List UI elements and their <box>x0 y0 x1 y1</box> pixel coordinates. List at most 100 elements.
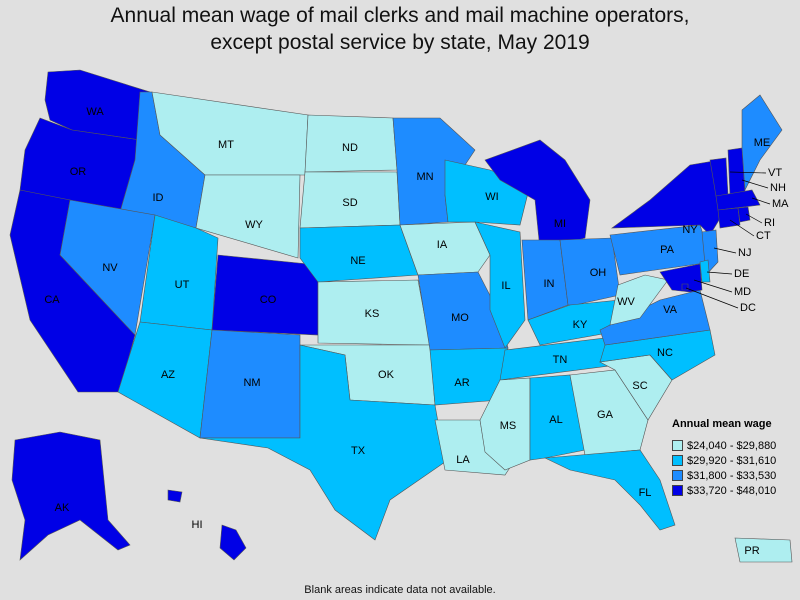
state-label-NC: NC <box>657 347 673 359</box>
state-TX[interactable] <box>199 344 446 541</box>
callout-line-DC <box>685 287 739 309</box>
state-label-ME: ME <box>754 137 771 149</box>
state-WV[interactable] <box>609 274 669 326</box>
state-label-DC: DC <box>740 302 756 314</box>
legend-label: $24,040 - $29,880 <box>687 439 777 452</box>
state-label-OK: OK <box>378 369 395 381</box>
state-VA[interactable] <box>599 289 711 346</box>
legend-swatch <box>672 485 683 496</box>
state-label-RI: RI <box>764 217 775 229</box>
state-label-AR: AR <box>454 377 469 389</box>
footnote: Blank areas indicate data not available. <box>304 584 496 596</box>
state-label-VT: VT <box>768 167 782 179</box>
state-label-ID: ID <box>153 192 164 204</box>
callout-line-CT <box>729 219 755 237</box>
state-label-WV: WV <box>617 296 635 308</box>
callout-line-DE <box>706 271 733 275</box>
state-label-SC: SC <box>632 380 647 392</box>
legend-label: $33,720 - $48,010 <box>687 484 777 497</box>
state-MA[interactable] <box>715 189 761 211</box>
state-label-VA: VA <box>663 304 678 316</box>
state-label-CA: CA <box>44 294 60 306</box>
legend-swatch <box>672 470 683 481</box>
state-GA[interactable] <box>569 369 649 456</box>
state-label-NE: NE <box>350 255 365 267</box>
state-MD[interactable] <box>659 263 703 293</box>
state-label-MI: MI <box>554 218 566 230</box>
legend-item: $31,800 - $33,530 <box>672 468 800 483</box>
legend-item: $29,920 - $31,610 <box>672 453 800 468</box>
state-label-MT: MT <box>218 139 234 151</box>
state-label-OR: OR <box>70 166 87 178</box>
state-label-NM: NM <box>243 377 260 389</box>
state-label-ND: ND <box>342 142 358 154</box>
state-label-NV: NV <box>102 262 118 274</box>
state-label-MA: MA <box>772 198 789 210</box>
state-CT[interactable] <box>717 207 741 229</box>
state-label-NY: NY <box>682 224 698 236</box>
legend: Annual mean wage $24,040 - $29,880 $29,9… <box>672 418 800 498</box>
state-HI-islands[interactable] <box>167 489 183 503</box>
state-label-MS: MS <box>500 420 517 432</box>
legend-title: Annual mean wage <box>672 418 772 430</box>
state-label-PA: PA <box>660 244 675 256</box>
state-label-MN: MN <box>416 171 433 183</box>
legend-swatch <box>672 440 683 451</box>
state-label-MD: MD <box>734 286 751 298</box>
callout-line-RI <box>745 213 763 224</box>
state-HI[interactable] <box>219 524 247 561</box>
legend-item: $33,720 - $48,010 <box>672 483 800 498</box>
state-label-TN: TN <box>553 354 568 366</box>
state-PR[interactable] <box>734 537 793 563</box>
map-title-line1: Annual mean wage of mail clerks and mail… <box>110 4 690 27</box>
state-label-GA: GA <box>597 409 614 421</box>
state-label-AZ: AZ <box>161 369 175 381</box>
state-MI[interactable] <box>484 139 591 251</box>
state-AK[interactable] <box>11 431 131 561</box>
state-AL[interactable] <box>529 374 586 461</box>
state-label-NJ: NJ <box>738 247 751 259</box>
state-label-IA: IA <box>437 239 448 251</box>
map-title: Annual mean wage of mail clerks and mail… <box>0 2 800 56</box>
state-label-IN: IN <box>544 278 555 290</box>
state-label-FL: FL <box>639 487 652 499</box>
state-label-WY: WY <box>245 219 263 231</box>
callout-line-VT <box>729 171 767 174</box>
state-label-KY: KY <box>573 319 588 331</box>
state-label-CO: CO <box>260 294 277 306</box>
state-label-TX: TX <box>351 445 366 457</box>
state-label-KS: KS <box>365 308 380 320</box>
map-title-line2: except postal service by state, May 2019 <box>210 31 590 54</box>
callout-line-MD <box>693 279 733 293</box>
state-label-WA: WA <box>86 106 104 118</box>
state-label-AL: AL <box>549 414 562 426</box>
state-label-MO: MO <box>451 312 469 324</box>
state-label-DE: DE <box>734 268 749 280</box>
state-UT[interactable] <box>139 214 219 331</box>
state-IA[interactable] <box>399 221 491 276</box>
state-NE[interactable] <box>299 224 419 283</box>
state-label-WI: WI <box>485 191 498 203</box>
state-DC[interactable] <box>681 283 689 291</box>
state-RI[interactable] <box>737 206 751 223</box>
state-ME[interactable] <box>741 94 783 192</box>
state-label-CT: CT <box>756 230 771 242</box>
legend-item: $24,040 - $29,880 <box>672 438 800 453</box>
state-OH[interactable] <box>559 237 621 306</box>
state-label-AK: AK <box>55 502 70 514</box>
state-label-LA: LA <box>456 454 470 466</box>
state-IL[interactable] <box>474 221 526 349</box>
state-NV[interactable] <box>59 199 156 336</box>
state-WY[interactable] <box>195 174 301 259</box>
state-NY[interactable] <box>611 159 726 236</box>
state-label-SD: SD <box>342 197 357 209</box>
state-FL[interactable] <box>543 449 676 531</box>
state-AZ[interactable] <box>117 321 213 439</box>
legend-label: $29,920 - $31,610 <box>687 454 777 467</box>
state-label-HI: HI <box>192 519 203 531</box>
callout-line-MA <box>751 197 771 205</box>
legend-swatch <box>672 455 683 466</box>
state-DE[interactable] <box>699 259 711 283</box>
state-label-PR: PR <box>744 545 759 557</box>
